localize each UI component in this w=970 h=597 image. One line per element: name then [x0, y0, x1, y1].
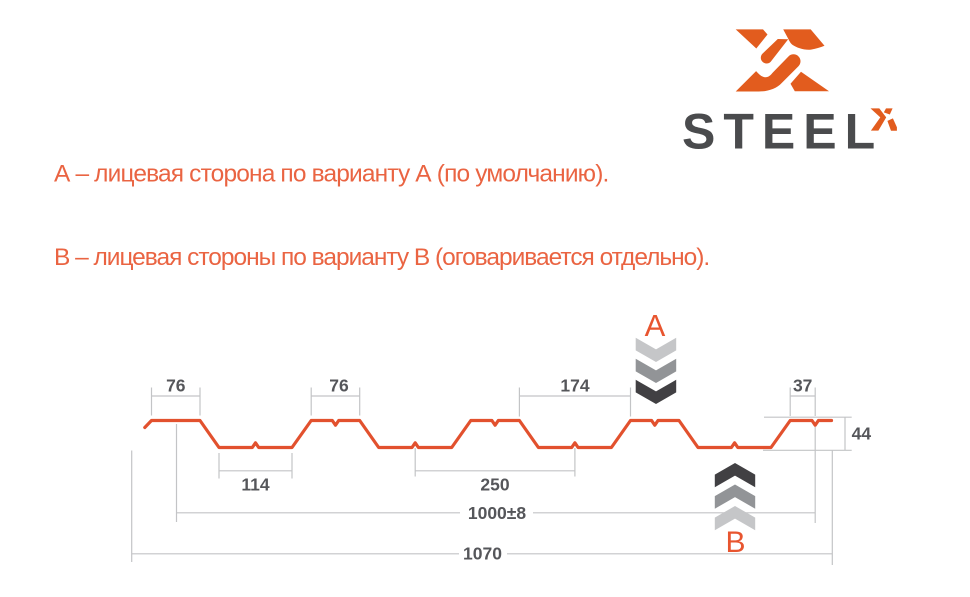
svg-text:1000±8: 1000±8	[468, 503, 527, 523]
svg-text:174: 174	[560, 376, 589, 396]
svg-text:76: 76	[329, 376, 349, 396]
svg-text:37: 37	[793, 376, 812, 396]
svg-text:1070: 1070	[463, 544, 502, 564]
svg-text:В – лицевая стороны по вариант: В – лицевая стороны по варианту В (огова…	[54, 244, 709, 271]
svg-text:44: 44	[852, 424, 872, 444]
svg-text:STEEL: STEEL	[682, 104, 883, 160]
svg-text:В: В	[725, 526, 745, 559]
svg-text:А – лицевая сторона по вариант: А – лицевая сторона по варианту А (по ум…	[54, 161, 608, 188]
svg-text:250: 250	[480, 475, 509, 495]
svg-text:А: А	[645, 308, 666, 343]
svg-text:76: 76	[166, 376, 186, 396]
svg-text:114: 114	[241, 475, 269, 495]
